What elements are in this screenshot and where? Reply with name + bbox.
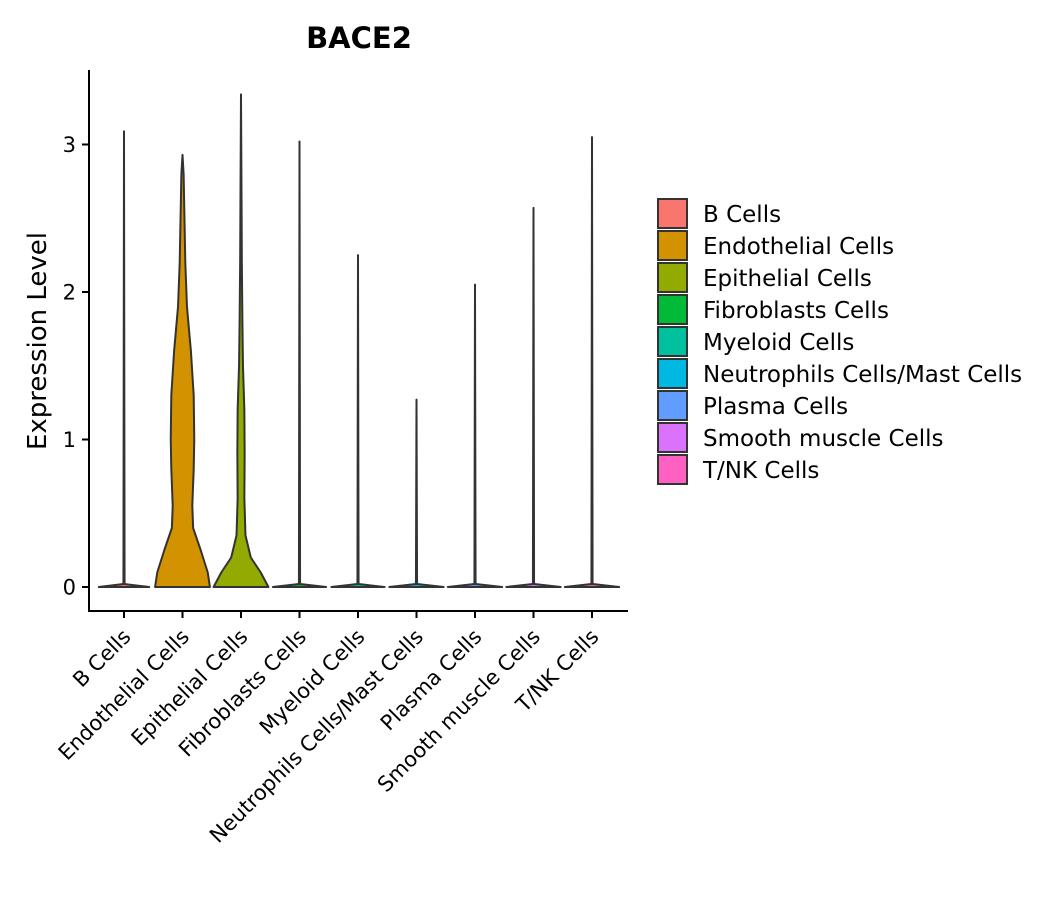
legend-key bbox=[657, 390, 688, 421]
legend-key bbox=[657, 294, 688, 325]
violin-1 bbox=[97, 130, 151, 588]
violin-2 bbox=[154, 153, 211, 588]
y-axis-title: Expression Level bbox=[23, 232, 53, 450]
legend-label: Fibroblasts Cells bbox=[703, 298, 889, 324]
legend-label: Smooth muscle Cells bbox=[703, 426, 944, 452]
y-tick-label: 3 bbox=[63, 133, 76, 157]
legend-key bbox=[657, 198, 688, 229]
legend-key bbox=[657, 262, 688, 293]
violin-8 bbox=[505, 206, 562, 588]
violin-5 bbox=[330, 254, 386, 588]
violin-4 bbox=[271, 140, 328, 588]
legend-key bbox=[657, 422, 688, 453]
chart-title: BACE2 bbox=[306, 21, 412, 55]
legend-key bbox=[657, 454, 688, 485]
x-tick-label: Neutrophils Cells/Mast Cells bbox=[205, 625, 428, 848]
y-axis-ticks: 0 1 2 3 bbox=[63, 133, 89, 600]
violin-9 bbox=[563, 136, 621, 588]
legend-label: Plasma Cells bbox=[703, 394, 848, 420]
violin-6 bbox=[388, 398, 445, 588]
y-tick-label: 1 bbox=[63, 428, 76, 452]
violin-7 bbox=[446, 283, 504, 588]
violins-group bbox=[97, 93, 621, 588]
legend-label: Myeloid Cells bbox=[703, 330, 854, 356]
x-tick-label: Plasma Cells bbox=[376, 625, 487, 736]
violin-3 bbox=[212, 93, 270, 588]
legend-label: Neutrophils Cells/Mast Cells bbox=[703, 362, 1022, 388]
y-tick-label: 0 bbox=[63, 576, 76, 600]
legend-label: B Cells bbox=[703, 202, 781, 228]
legend-label: Endothelial Cells bbox=[703, 234, 894, 260]
legend: B Cells Endothelial Cells Epithelial Cells… bbox=[657, 198, 1022, 485]
legend-key bbox=[657, 230, 688, 261]
legend-key bbox=[657, 358, 688, 389]
y-tick-label: 2 bbox=[63, 281, 76, 305]
legend-label: Epithelial Cells bbox=[703, 266, 872, 292]
legend-key bbox=[657, 326, 688, 357]
legend-label: T/NK Cells bbox=[702, 458, 819, 484]
